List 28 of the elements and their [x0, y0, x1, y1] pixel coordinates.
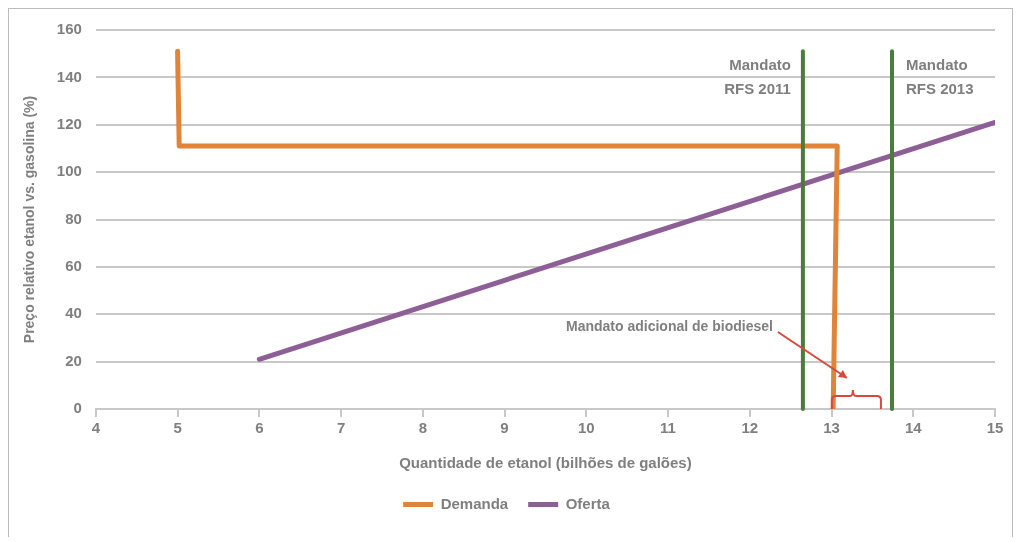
y-tick-label: 140 — [56, 67, 82, 85]
x-tick-label: 5 — [173, 419, 182, 437]
legend-label: Demanda — [440, 494, 509, 512]
y-tick-label: 80 — [65, 209, 82, 227]
annotation: Mandato adicional de biodiesel — [565, 317, 773, 334]
x-tick-label: 7 — [336, 419, 346, 437]
x-tick-label: 12 — [741, 419, 759, 437]
y-axis-title: Preço relativo etanol vs. gasolina (%) — [21, 95, 38, 344]
x-tick-label: 15 — [986, 419, 1004, 437]
x-tick-label: 6 — [255, 419, 264, 437]
x-axis-title: Quantidade de etanol (bilhões de galões) — [399, 454, 692, 472]
x-tick-label: 14 — [904, 419, 923, 437]
x-tick-label: 9 — [500, 419, 509, 437]
x-tick-label: 10 — [577, 419, 595, 437]
y-tick-label: 160 — [56, 20, 82, 38]
y-tick-label: 0 — [73, 399, 82, 417]
x-tick-label: 4 — [91, 419, 101, 437]
ref-line-label: Mandato RFS 2013 — [906, 56, 974, 98]
x-tick-label: 8 — [418, 419, 427, 437]
y-tick-label: 60 — [65, 257, 82, 275]
x-tick-label: 13 — [823, 419, 840, 437]
y-tick-label: 100 — [56, 162, 82, 180]
y-tick-label: 120 — [56, 114, 82, 132]
x-tick-label: 11 — [660, 419, 676, 437]
legend-label: Oferta — [565, 494, 611, 512]
ref-line-label: Mandato RFS 2011 — [724, 56, 791, 98]
y-tick-label: 20 — [65, 351, 82, 369]
y-tick-label: 40 — [65, 304, 82, 322]
